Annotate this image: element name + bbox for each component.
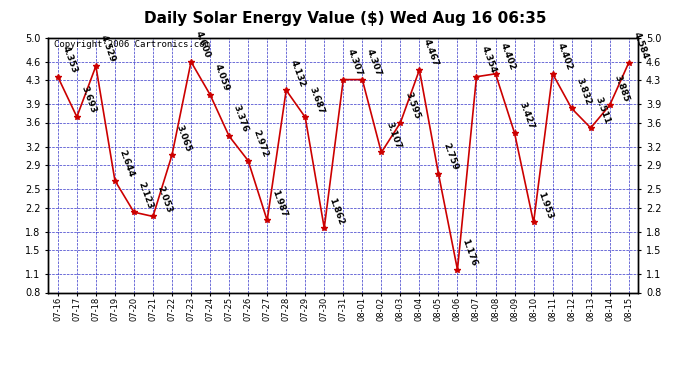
Text: 4.307: 4.307 <box>346 48 364 77</box>
Text: 3.427: 3.427 <box>518 101 535 131</box>
Text: Copyright 2006 Cartronics.com: Copyright 2006 Cartronics.com <box>55 40 210 49</box>
Text: 3.511: 3.511 <box>593 96 611 126</box>
Text: 1.862: 1.862 <box>327 196 345 226</box>
Text: 4.353: 4.353 <box>61 45 79 75</box>
Text: 1.176: 1.176 <box>460 238 478 267</box>
Text: 4.584: 4.584 <box>631 31 650 61</box>
Text: Daily Solar Energy Value ($) Wed Aug 16 06:35: Daily Solar Energy Value ($) Wed Aug 16 … <box>144 11 546 26</box>
Text: 3.065: 3.065 <box>175 123 193 153</box>
Text: 4.600: 4.600 <box>194 30 212 60</box>
Text: 3.107: 3.107 <box>384 120 402 150</box>
Text: 3.832: 3.832 <box>574 76 593 106</box>
Text: 4.307: 4.307 <box>365 48 383 77</box>
Text: 4.354: 4.354 <box>480 45 497 75</box>
Text: 3.693: 3.693 <box>79 85 98 115</box>
Text: 4.529: 4.529 <box>99 34 117 64</box>
Text: 4.402: 4.402 <box>498 42 517 72</box>
Text: 2.759: 2.759 <box>441 141 460 171</box>
Text: 3.376: 3.376 <box>232 104 250 134</box>
Text: 3.595: 3.595 <box>403 91 422 121</box>
Text: 3.885: 3.885 <box>613 73 631 103</box>
Text: 4.059: 4.059 <box>213 63 231 93</box>
Text: 4.467: 4.467 <box>422 38 440 68</box>
Text: 4.132: 4.132 <box>289 58 307 88</box>
Text: 4.402: 4.402 <box>555 42 573 72</box>
Text: 1.953: 1.953 <box>536 190 555 220</box>
Text: 2.053: 2.053 <box>156 184 174 214</box>
Text: 2.123: 2.123 <box>137 180 155 210</box>
Text: 2.644: 2.644 <box>118 148 136 178</box>
Text: 1.987: 1.987 <box>270 188 288 218</box>
Text: 3.687: 3.687 <box>308 85 326 115</box>
Text: 2.972: 2.972 <box>251 129 269 159</box>
